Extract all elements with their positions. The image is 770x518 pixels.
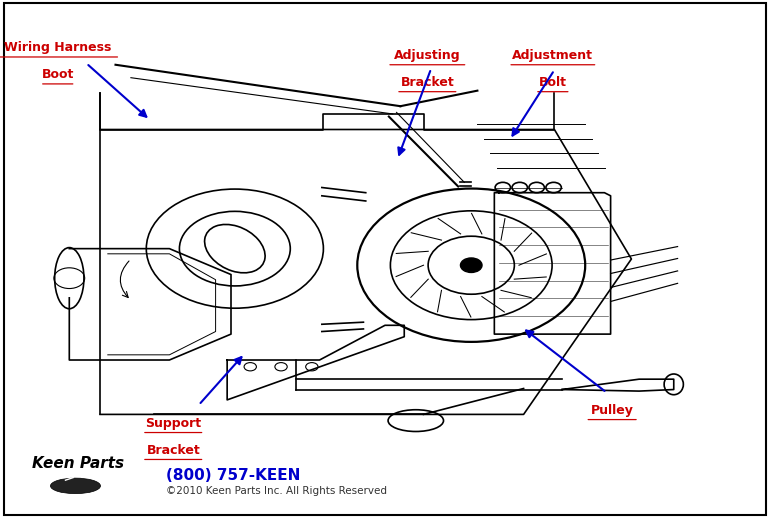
Text: Adjusting: Adjusting [394,49,460,62]
Circle shape [460,258,482,272]
Text: Keen Parts: Keen Parts [32,456,125,471]
Text: Pulley: Pulley [591,404,634,417]
Text: Bracket: Bracket [146,444,200,457]
Text: Boot: Boot [42,68,74,81]
Text: Wiring Harness: Wiring Harness [4,41,112,54]
Text: (800) 757-KEEN: (800) 757-KEEN [166,468,300,483]
Text: Adjustment: Adjustment [512,49,594,62]
Text: Bolt: Bolt [539,76,567,89]
Text: Bracket: Bracket [400,76,454,89]
Text: Support: Support [146,417,201,430]
Ellipse shape [51,478,100,494]
Text: ©2010 Keen Parts Inc. All Rights Reserved: ©2010 Keen Parts Inc. All Rights Reserve… [166,486,387,496]
